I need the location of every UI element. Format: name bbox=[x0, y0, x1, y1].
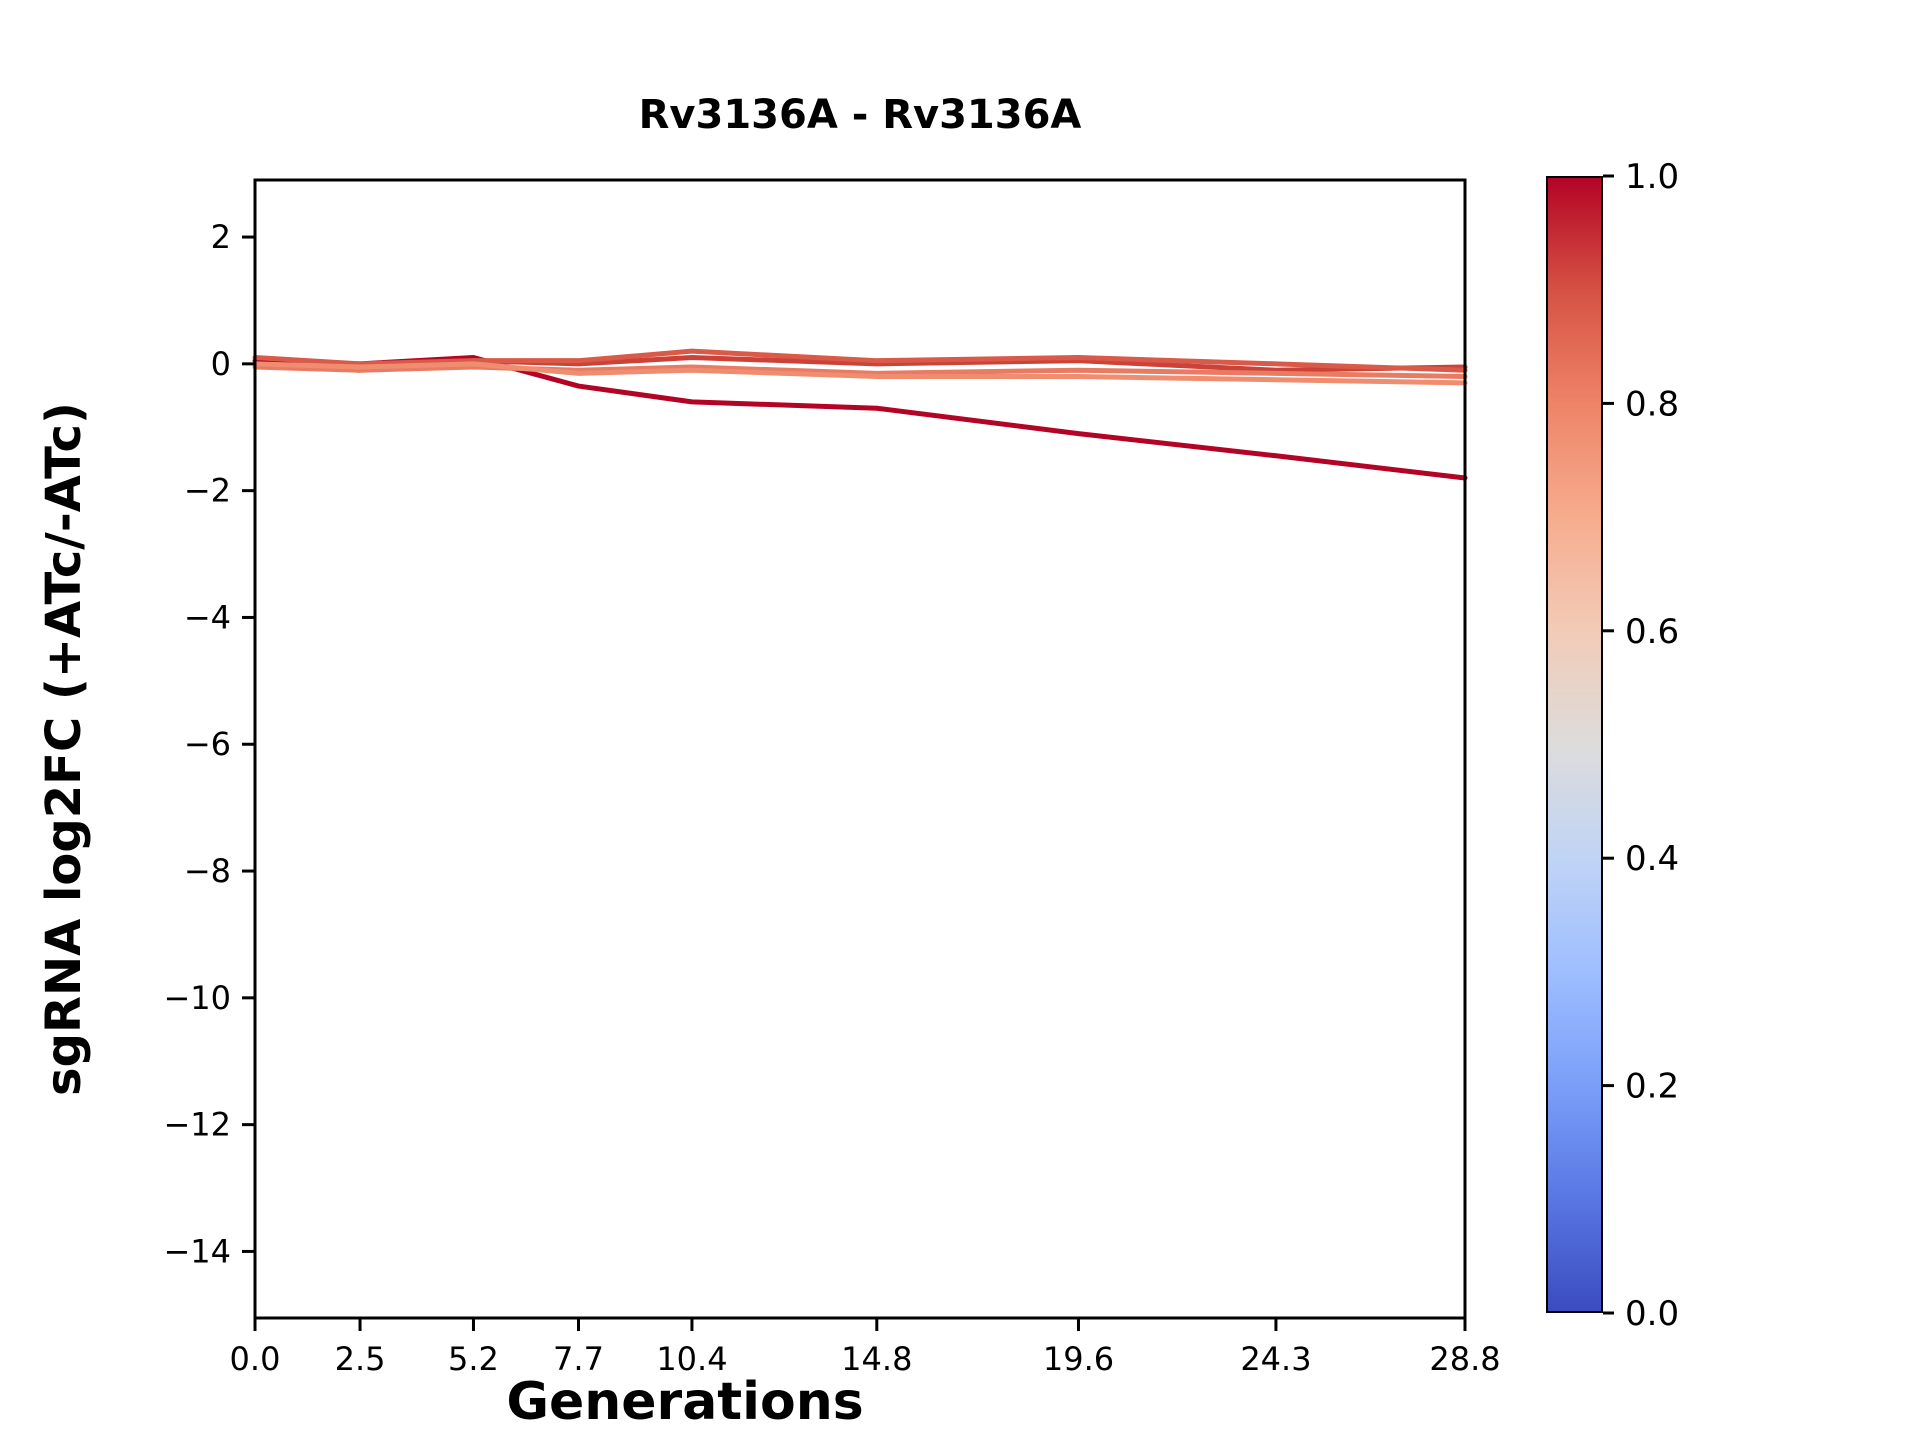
colorbar-tick-label: 1.0 bbox=[1625, 157, 1679, 197]
y-tick-label: −14 bbox=[163, 1232, 231, 1270]
x-tick-label: 14.8 bbox=[841, 1340, 912, 1378]
series-line-2 bbox=[252, 348, 1468, 373]
chart-title: Rv3136A - Rv3136A bbox=[638, 92, 1082, 138]
colorbar-tick-label: 0.6 bbox=[1625, 612, 1679, 652]
colorbar-tick-label: 0.0 bbox=[1625, 1294, 1679, 1334]
x-tick-label: 28.8 bbox=[1429, 1340, 1500, 1378]
y-tick-label: −6 bbox=[184, 725, 231, 763]
y-tick-label: −2 bbox=[184, 472, 231, 510]
colorbar-gradient bbox=[1546, 176, 1603, 1313]
x-tick-label: 7.7 bbox=[553, 1340, 604, 1378]
series-line-4 bbox=[252, 361, 1468, 386]
y-tick-label: −4 bbox=[184, 598, 231, 636]
x-tick-label: 0.0 bbox=[230, 1340, 281, 1378]
plot-border bbox=[253, 178, 1467, 1320]
colorbar-tick-label: 0.4 bbox=[1625, 839, 1679, 879]
y-tick-label: −12 bbox=[163, 1106, 231, 1144]
x-tick-label: 19.6 bbox=[1043, 1340, 1114, 1378]
colorbar-tick-label: 0.2 bbox=[1625, 1067, 1679, 1107]
x-tick-label: 10.4 bbox=[656, 1340, 727, 1378]
x-tick-label: 5.2 bbox=[448, 1340, 499, 1378]
series-line-3 bbox=[252, 364, 1468, 380]
y-tick-label: 0 bbox=[211, 345, 231, 383]
y-tick-label: 2 bbox=[211, 218, 231, 256]
x-tick-label: 2.5 bbox=[335, 1340, 386, 1378]
x-tick-label: 24.3 bbox=[1240, 1340, 1311, 1378]
y-tick-label: −10 bbox=[163, 979, 231, 1017]
colorbar-tick-label: 0.8 bbox=[1625, 384, 1679, 424]
x-axis-label: Generations bbox=[506, 1372, 864, 1432]
y-tick-label: −8 bbox=[184, 852, 231, 890]
